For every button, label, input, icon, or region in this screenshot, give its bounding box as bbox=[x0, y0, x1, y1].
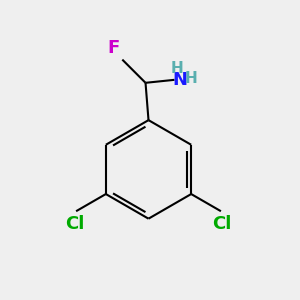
Text: F: F bbox=[108, 39, 120, 57]
Text: H: H bbox=[170, 61, 183, 76]
Text: Cl: Cl bbox=[65, 215, 85, 233]
Text: Cl: Cl bbox=[212, 215, 232, 233]
Text: N: N bbox=[172, 71, 188, 89]
Text: H: H bbox=[184, 71, 197, 86]
